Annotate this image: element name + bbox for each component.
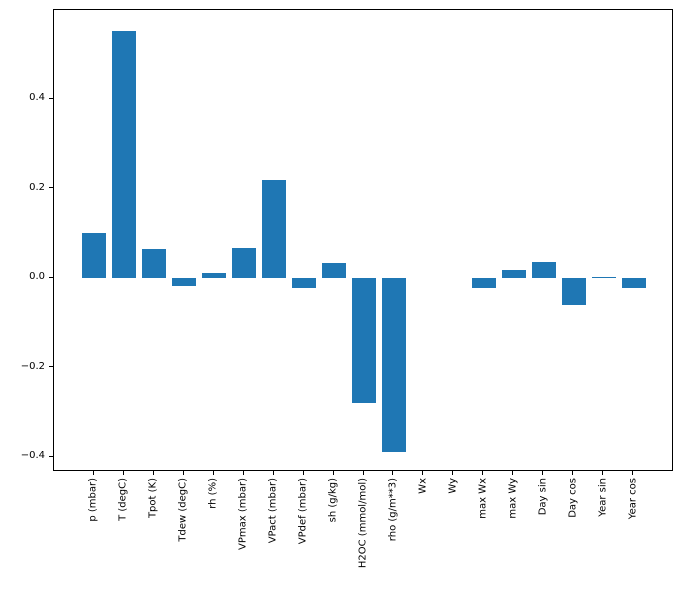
x-tick-label: Wx [417, 478, 429, 494]
bar-Tpot (K) [142, 249, 167, 278]
x-tick-label: Year sin [597, 478, 609, 517]
bar-Day cos [561, 278, 586, 306]
bar-T (degC) [112, 31, 137, 278]
bar-max Wx [471, 278, 496, 288]
bar-sh (g/kg) [322, 263, 346, 279]
x-tick-mark [632, 471, 634, 475]
x-tick-label: rh (%) [207, 478, 219, 509]
bar-VPact (mbar) [262, 179, 287, 279]
x-tick-mark [542, 471, 544, 475]
y-tick-label: 0.0 [29, 271, 45, 283]
bar-H2OC (mmol/mol) [352, 278, 376, 403]
y-tick-mark [49, 455, 53, 457]
x-tick-mark [332, 471, 334, 475]
x-tick-label: max Wx [477, 478, 489, 519]
y-tick-label: 0.4 [29, 92, 45, 104]
x-tick-label: H2OC (mmol/mol) [357, 478, 369, 569]
x-tick-label: VPact (mbar) [267, 478, 279, 544]
x-tick-label: Wy [447, 478, 459, 494]
x-tick-label: Year cos [627, 478, 639, 520]
y-tick-mark [49, 276, 53, 278]
x-tick-label: VPmax (mbar) [237, 478, 249, 550]
x-tick-mark [452, 471, 454, 475]
bar-VPdef (mbar) [292, 278, 317, 289]
x-tick-mark [242, 471, 244, 475]
plot-area [53, 9, 673, 471]
x-tick-mark [482, 471, 484, 475]
x-tick-label: VPdef (mbar) [297, 478, 309, 545]
bar-p (mbar) [82, 233, 107, 279]
x-tick-label: Day cos [567, 478, 579, 518]
x-tick-mark [572, 471, 574, 475]
bar-Year cos [621, 278, 646, 288]
x-tick-label: Tpot (K) [147, 478, 159, 519]
x-tick-mark [392, 471, 394, 475]
y-tick-label: −0.2 [20, 360, 45, 372]
x-tick-label: Day sin [537, 478, 549, 516]
y-tick-mark [49, 366, 53, 368]
x-tick-label: Tdew (degC) [177, 478, 189, 542]
bar-Year sin [591, 276, 616, 278]
bar-Tdew (degC) [172, 278, 197, 287]
x-tick-mark [362, 471, 364, 475]
x-tick-label: T (degC) [117, 478, 129, 521]
x-tick-mark [302, 471, 304, 475]
x-tick-label: sh (g/kg) [327, 478, 339, 523]
bar-rho (g/m**3) [381, 278, 406, 452]
y-tick-mark [49, 97, 53, 99]
bar-max Wy [501, 269, 526, 279]
x-tick-mark [272, 471, 274, 475]
x-tick-mark [92, 471, 94, 475]
x-tick-mark [512, 471, 514, 475]
x-tick-mark [182, 471, 184, 475]
bar-rh (%) [202, 272, 227, 279]
x-tick-label: rho (g/m**3) [387, 478, 399, 542]
x-tick-mark [152, 471, 154, 475]
x-tick-label: max Wy [507, 478, 519, 519]
x-tick-mark [122, 471, 124, 475]
y-tick-label: 0.2 [29, 181, 45, 193]
bar-VPmax (mbar) [232, 247, 257, 279]
x-tick-label: p (mbar) [87, 478, 99, 522]
x-tick-mark [602, 471, 604, 475]
x-tick-mark [422, 471, 424, 475]
bar-Day sin [531, 261, 556, 278]
x-tick-mark [212, 471, 214, 475]
y-tick-mark [49, 187, 53, 189]
y-tick-label: −0.4 [20, 450, 45, 461]
